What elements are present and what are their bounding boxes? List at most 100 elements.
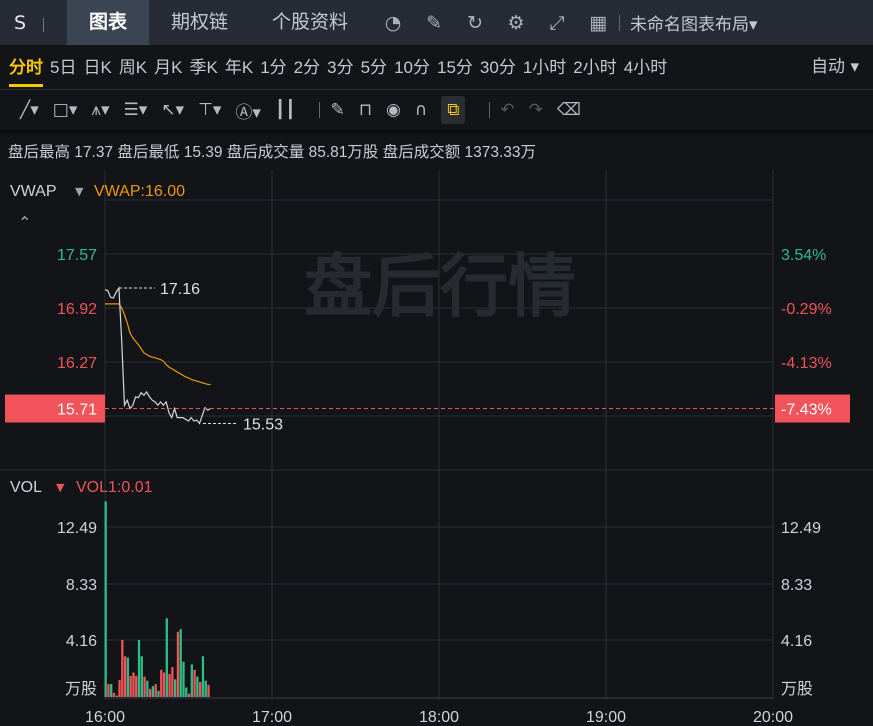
timeframe-10[interactable]: 5分 (360, 57, 388, 77)
volume-bar (146, 680, 149, 697)
volume-bar (123, 656, 127, 697)
vol-tick-right: 4.16 (781, 633, 812, 650)
auto-dropdown[interactable]: 自动 ▾ (811, 57, 859, 77)
timeframe-13[interactable]: 30分 (479, 57, 516, 77)
rectangle-tool-icon[interactable]: □▾ (52, 100, 78, 120)
timeframe-15[interactable]: 2小时 (573, 57, 617, 77)
candle-tool-icon[interactable]: ┃┃ (274, 100, 296, 120)
collapse-icon: ⌃ (18, 213, 31, 232)
vwap-line (105, 303, 211, 386)
dropdown-arrow-icon: ▼ (75, 185, 84, 198)
redo-icon[interactable]: ↷ (528, 100, 543, 120)
volume-bar (179, 629, 182, 697)
volume-bar (185, 687, 188, 697)
link-icon[interactable]: ⧉ (441, 96, 466, 124)
text-tool-icon[interactable]: Ⓐ▾ (235, 102, 261, 123)
volume-bar (118, 680, 121, 697)
vol-tick-right: 12.49 (781, 520, 821, 537)
arrow-tool-icon[interactable]: ↖▾ (161, 100, 185, 120)
timeframe-1[interactable]: 5日 (50, 57, 77, 77)
volume-bar (104, 501, 107, 697)
eye-icon[interactable]: ◉ (385, 100, 401, 120)
tab-stock-profile[interactable]: 个股资料 (272, 11, 349, 33)
volume-bar (110, 684, 113, 697)
time-tick: 19:00 (586, 709, 626, 726)
chart-area[interactable]: 盘后行情 VWAP ▼ VWAP:16.00 ⌃ 17.57 3.54% 16.92 -0.29… (0, 170, 873, 726)
pct-tick: 3.54% (781, 247, 826, 264)
timeframe-7[interactable]: 1分 (260, 57, 287, 77)
current-pct-label: -7.43% (781, 402, 832, 419)
timeframe-11[interactable]: 10分 (394, 57, 430, 77)
price-tick: 16.92 (57, 301, 97, 318)
price-line (104, 286, 211, 425)
volume-bar (115, 695, 118, 697)
vol-indicator-label: VOL (10, 479, 42, 496)
volume-bar (135, 675, 138, 697)
pencil-icon[interactable]: ✎ (330, 100, 345, 120)
fullscreen-icon[interactable]: ⤢ (549, 11, 565, 34)
timeframe-5[interactable]: 季K (189, 57, 218, 77)
undo-icon[interactable]: ↶ (500, 100, 515, 120)
divider (319, 102, 321, 118)
timeframe-8[interactable]: 2分 (293, 57, 321, 77)
pct-tick: -0.29% (781, 301, 832, 318)
indicator-label: VWAP (10, 183, 57, 200)
price-tick: 16.27 (57, 355, 97, 372)
pct-tick: -4.13% (781, 355, 832, 372)
current-price-tag (5, 394, 105, 423)
timeframe-12[interactable]: 15分 (436, 57, 473, 77)
pattern-tool-icon[interactable]: ⩚▾ (91, 100, 110, 120)
volume-bar (112, 692, 116, 697)
refresh-icon[interactable]: ↻ (467, 11, 483, 34)
volume-bar (143, 676, 146, 697)
volume-bar (174, 679, 177, 697)
dropdown-arrow-icon: ▼ (56, 481, 65, 494)
timeframe-0[interactable]: 分时 (9, 45, 43, 90)
timeframe-9[interactable]: 3分 (327, 57, 354, 77)
grid-icon[interactable]: ▦ (589, 11, 608, 34)
volume-bar (151, 686, 155, 697)
time-tick: 16:00 (85, 709, 125, 726)
timeframe-6[interactable]: 年K (224, 57, 254, 77)
edit-icon[interactable]: ✎ (426, 11, 442, 34)
low-label: 15.53 (243, 416, 283, 433)
volume-bar (196, 676, 199, 697)
time-tick: 17:00 (252, 709, 292, 726)
trash-icon[interactable]: ⌫ (556, 100, 581, 120)
unlock-icon[interactable]: ⊓ (358, 100, 372, 120)
volume-bar (207, 684, 210, 697)
volume-bar (129, 675, 132, 697)
current-price-label: 15.71 (57, 402, 97, 419)
timeframe-16[interactable]: 4小时 (623, 57, 668, 77)
divider (619, 14, 621, 31)
chart-background (0, 170, 873, 726)
timeframe-2[interactable]: 日K (83, 57, 112, 77)
tab-options-chain[interactable]: 期权链 (171, 11, 229, 33)
timeframe-14[interactable]: 1小时 (522, 57, 567, 77)
magnet-icon[interactable]: ∩ (414, 100, 428, 120)
vol-tick: 12.49 (57, 520, 97, 537)
timeframe-3[interactable]: 周K (118, 57, 148, 77)
volume-bar (168, 673, 171, 697)
volume-bar (199, 682, 202, 697)
vol-indicator-value: VOL1:0.01 (76, 479, 153, 496)
volume-bar (182, 661, 185, 697)
timeframe-4[interactable]: 月K (154, 57, 183, 77)
time-tick: 18:00 (419, 709, 459, 726)
settings-icon[interactable]: ⚙ (507, 11, 525, 34)
speedometer-icon[interactable]: ◔ (384, 11, 402, 34)
layout-dropdown[interactable]: 未命名图表布局▾ (630, 15, 758, 35)
vol-tick: 8.33 (66, 577, 97, 594)
tab-chart[interactable]: 图表 (67, 0, 150, 45)
measure-tool-icon[interactable]: ⊤▾ (198, 100, 222, 120)
volume-bar (107, 684, 110, 697)
volume-bar (126, 657, 130, 697)
fib-tool-icon[interactable]: ☰▾ (123, 100, 148, 120)
volume-bar (162, 672, 166, 697)
volume-bar (157, 690, 160, 697)
high-label: 17.16 (160, 281, 200, 298)
volume-bar (121, 639, 124, 697)
volume-bar (171, 667, 174, 697)
line-tool-icon[interactable]: ╱▾ (20, 100, 39, 120)
symbol-label[interactable]: S (0, 12, 67, 34)
